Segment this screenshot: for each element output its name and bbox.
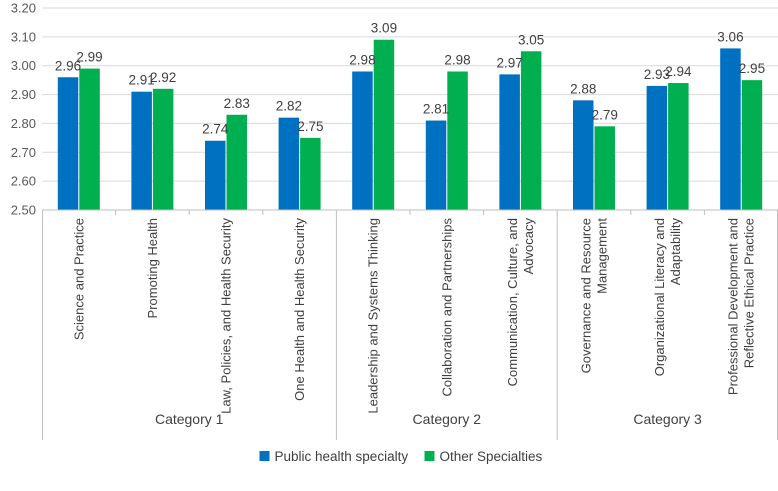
category-label: Organizational Literacy andAdaptability: [652, 218, 683, 377]
category-label-line: Communication, Culture, and: [505, 218, 520, 386]
data-label: 2.91: [129, 73, 155, 88]
category-label: Law, Policies, and Health Security: [219, 218, 234, 414]
bar: [594, 126, 615, 210]
category-label-line: One Health and Health Security: [292, 218, 307, 401]
bars: [57, 39, 763, 211]
data-label: 2.88: [570, 81, 596, 96]
legend-swatch: [259, 451, 270, 461]
bar: [720, 48, 741, 211]
bar: [300, 137, 321, 210]
category-label: Communication, Culture, andAdvocacy: [505, 218, 536, 387]
bar: [646, 85, 668, 210]
bar: [131, 91, 152, 210]
y-tick-label: 3.00: [11, 58, 36, 73]
category-label-line: Promoting Health: [145, 218, 160, 318]
data-label: 2.95: [739, 61, 765, 76]
y-tick-label: 2.90: [11, 87, 36, 102]
data-label: 2.75: [297, 119, 323, 134]
category-label-line: Collaboration and Partnerships: [439, 218, 454, 397]
data-label: 2.96: [55, 58, 81, 73]
category-label-line: Adaptability: [668, 218, 683, 286]
bar: [520, 51, 542, 211]
category-label-line: Organizational Literacy and: [652, 218, 667, 376]
bar: [425, 120, 447, 210]
data-label: 2.83: [224, 96, 250, 111]
category-label: One Health and Health Security: [292, 218, 307, 401]
gridlines: [42, 7, 778, 182]
bar: [79, 68, 100, 210]
data-label: 2.98: [444, 52, 470, 67]
bar: [152, 88, 174, 210]
bar: [226, 114, 247, 210]
data-label: 3.06: [717, 29, 743, 44]
bar: [573, 100, 594, 210]
legend-swatch: [424, 451, 435, 461]
data-label: 2.93: [644, 67, 670, 82]
category-label: Professional Development andReflective E…: [726, 218, 757, 395]
bar: [278, 117, 300, 210]
bar: [205, 140, 226, 210]
legend: Public health specialty Other Specialties: [259, 449, 543, 464]
category-label: Governance and ResourceManagement: [579, 218, 610, 374]
y-tick-label: 3.20: [11, 1, 36, 16]
data-label: 2.98: [349, 52, 375, 67]
data-label: 2.94: [665, 64, 692, 79]
bar: [447, 71, 468, 210]
category-label-line: Management: [595, 218, 610, 294]
category-label-line: Leadership and Systems Thinking: [366, 218, 381, 414]
data-label: 2.97: [497, 55, 523, 70]
legend-label: Public health specialty: [275, 449, 409, 464]
bar: [499, 74, 520, 210]
category-label-line: Science and Practice: [71, 218, 86, 340]
bar: [373, 39, 395, 210]
group-label: Category 2: [413, 411, 482, 427]
data-label: 3.05: [518, 32, 544, 47]
category-label: Collaboration and Partnerships: [439, 218, 454, 397]
y-tick-label: 2.50: [11, 203, 36, 218]
bar: [352, 71, 373, 210]
data-label: 2.92: [150, 70, 176, 85]
bar: [57, 77, 79, 210]
data-label: 3.09: [371, 21, 397, 36]
y-tick-label: 2.80: [11, 116, 36, 131]
data-label: 2.82: [276, 99, 302, 114]
axes: 2.50 2.60 2.70 2.80 2.90 3.00 3.10 3.20 Category…: [11, 1, 778, 440]
category-label: Promoting Health: [145, 218, 160, 318]
y-tick-label: 3.10: [11, 29, 36, 44]
bar: [741, 80, 763, 211]
category-label-line: Professional Development and: [726, 218, 741, 395]
category-label-line: Governance and Resource: [579, 218, 594, 373]
legend-label: Other Specialties: [440, 449, 543, 464]
category-label-line: Law, Policies, and Health Security: [219, 218, 234, 414]
group-label: Category 3: [633, 411, 702, 427]
data-label: 2.79: [592, 107, 618, 122]
category-label-line: Advocacy: [521, 218, 536, 275]
category-label-line: Reflective Ethical Practice: [742, 218, 757, 368]
data-label: 2.81: [423, 102, 449, 117]
data-label: 2.74: [202, 122, 229, 137]
bar: [668, 83, 689, 210]
y-tick-label: 2.70: [11, 145, 36, 160]
data-label: 2.99: [76, 50, 102, 65]
category-label: Leadership and Systems Thinking: [366, 218, 381, 414]
y-tick-label: 2.60: [11, 174, 36, 189]
category-label: Science and Practice: [71, 218, 86, 340]
data-labels: 2.96 2.91 2.74 2.82 2.98 2.81 2.97 2.88 2.93 3.06…: [55, 21, 765, 137]
group-label: Category 1: [155, 411, 224, 427]
